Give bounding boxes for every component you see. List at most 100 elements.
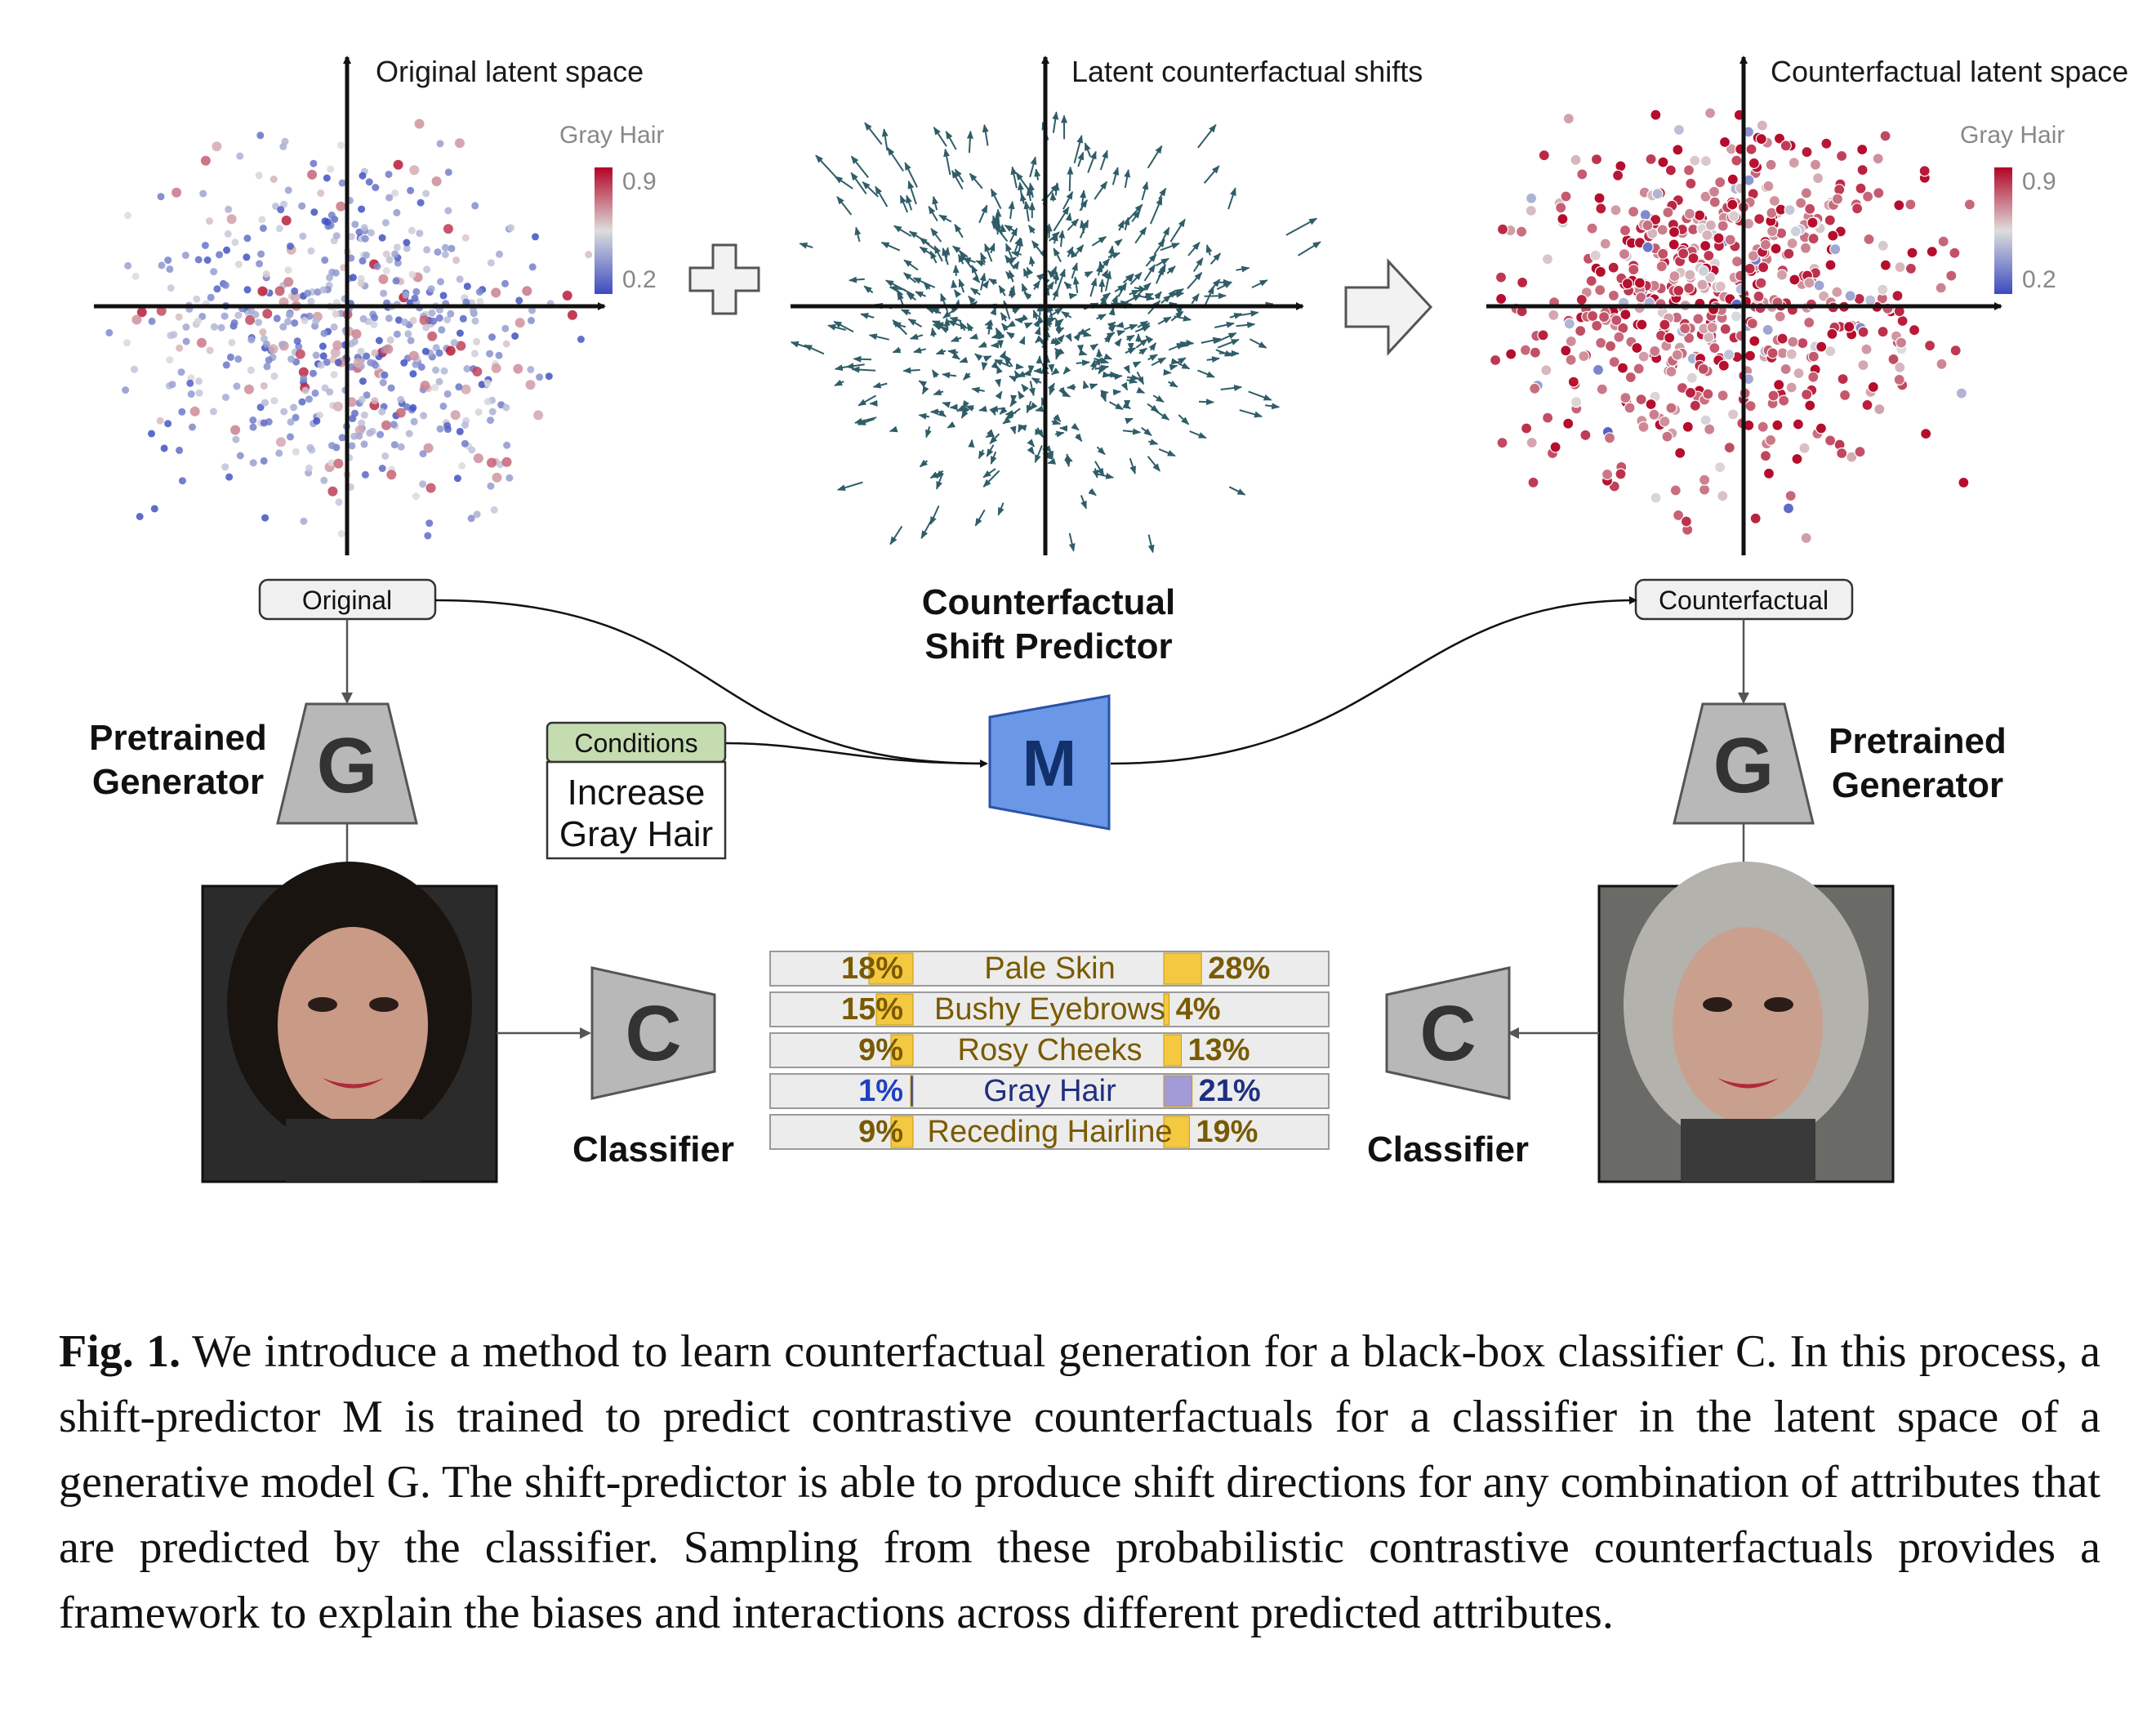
shift-arrow (1013, 370, 1022, 379)
latent-point (1701, 229, 1713, 241)
latent-point (1837, 373, 1849, 385)
shift-arrow (935, 348, 947, 355)
latent-point (1541, 253, 1554, 265)
latent-point (1757, 421, 1769, 433)
latent-point (1696, 278, 1708, 291)
latent-point (456, 329, 464, 337)
latent-point (1699, 239, 1712, 252)
shift-arrow (1107, 321, 1116, 329)
latent-point (247, 307, 256, 315)
shift-arrow (1148, 439, 1159, 445)
latent-point (1829, 243, 1842, 256)
after-bar (1163, 1116, 1190, 1148)
latent-point (1636, 319, 1648, 331)
latent-point (280, 408, 288, 416)
shift-arrow (936, 472, 944, 490)
latent-point (1611, 169, 1624, 181)
latent-point (1682, 421, 1694, 433)
latent-point (259, 225, 267, 232)
colorbar-min: 0.2 (2022, 266, 2056, 293)
latent-point (1773, 132, 1786, 145)
latent-point (1719, 323, 1731, 335)
shift-arrow (1239, 409, 1263, 418)
latent-point (1801, 389, 1813, 401)
latent-point (122, 386, 130, 394)
latent-point (1515, 225, 1528, 238)
latent-point (475, 288, 483, 296)
latent-point (1496, 223, 1509, 235)
shift-arrow (1047, 382, 1055, 392)
latent-point (300, 517, 308, 525)
latent-point (1788, 274, 1801, 286)
latent-point (1548, 309, 1560, 321)
classifier-letter-right: C (1419, 990, 1476, 1077)
shift-arrow (1215, 349, 1233, 357)
panel-title: Latent counterfactual shifts (1071, 55, 1423, 88)
classifier-label-right: Classifier (1367, 1129, 1529, 1169)
shift-arrow (982, 470, 1000, 488)
latent-point (333, 458, 344, 469)
latent-point (234, 355, 243, 363)
shift-arrow (849, 276, 865, 283)
latent-point (228, 339, 236, 346)
shift-arrow (902, 367, 920, 374)
latent-point (311, 389, 319, 397)
latent-point (176, 446, 184, 454)
latent-point (1589, 249, 1601, 261)
latent-point (1627, 206, 1640, 218)
shift-arrow (987, 429, 995, 438)
latent-point (585, 251, 593, 259)
shift-arrow (1096, 446, 1106, 456)
latent-point (230, 319, 238, 327)
latent-point (1665, 402, 1677, 414)
latent-point (327, 486, 338, 497)
latent-point (1762, 467, 1775, 479)
shift-arrow (971, 265, 979, 279)
latent-point (409, 165, 420, 176)
latent-point (1657, 156, 1669, 168)
latent-point (290, 292, 301, 302)
shift-arrow (1049, 386, 1056, 396)
shift-arrow (1236, 265, 1250, 273)
shifts-panel: Latent counterfactual shifts (790, 55, 1423, 555)
latent-point (1621, 278, 1634, 290)
shift-arrow (1089, 278, 1098, 297)
latent-point (270, 372, 278, 381)
shift-arrows (790, 111, 1321, 554)
shift-arrow (958, 278, 965, 293)
latent-point (1864, 294, 1877, 306)
latent-point (287, 433, 294, 441)
shift-arrow (1206, 356, 1220, 363)
latent-point (1877, 326, 1889, 338)
attribute-name: Receding Hairline (928, 1115, 1173, 1149)
latent-point (1877, 283, 1889, 296)
shift-arrow (1120, 381, 1129, 391)
latent-point (260, 335, 268, 343)
shift-arrow (1008, 256, 1018, 265)
latent-point (1708, 342, 1721, 354)
latent-point (310, 208, 318, 216)
latent-point (1894, 261, 1906, 274)
latent-point (226, 214, 237, 225)
latent-point (419, 450, 427, 458)
before-bar (890, 1034, 914, 1067)
shift-predictor-letter: M (1022, 727, 1077, 800)
shift-arrow (868, 333, 889, 341)
shift-arrow (1061, 310, 1072, 319)
shift-arrow (945, 131, 957, 150)
latent-point (1726, 173, 1739, 185)
shift-arrow (904, 162, 918, 188)
latent-point (351, 221, 359, 229)
latent-point (355, 228, 363, 236)
latent-point (312, 317, 320, 325)
shift-arrow (1051, 418, 1062, 425)
latent-point (383, 344, 394, 354)
latent-point (347, 233, 355, 241)
latent-point (371, 314, 379, 322)
shift-arrow (1080, 189, 1087, 211)
latent-point (243, 286, 252, 294)
latent-point (1926, 246, 1938, 258)
latent-point (1704, 423, 1716, 435)
latent-point (407, 186, 415, 194)
latent-point (1756, 119, 1768, 131)
